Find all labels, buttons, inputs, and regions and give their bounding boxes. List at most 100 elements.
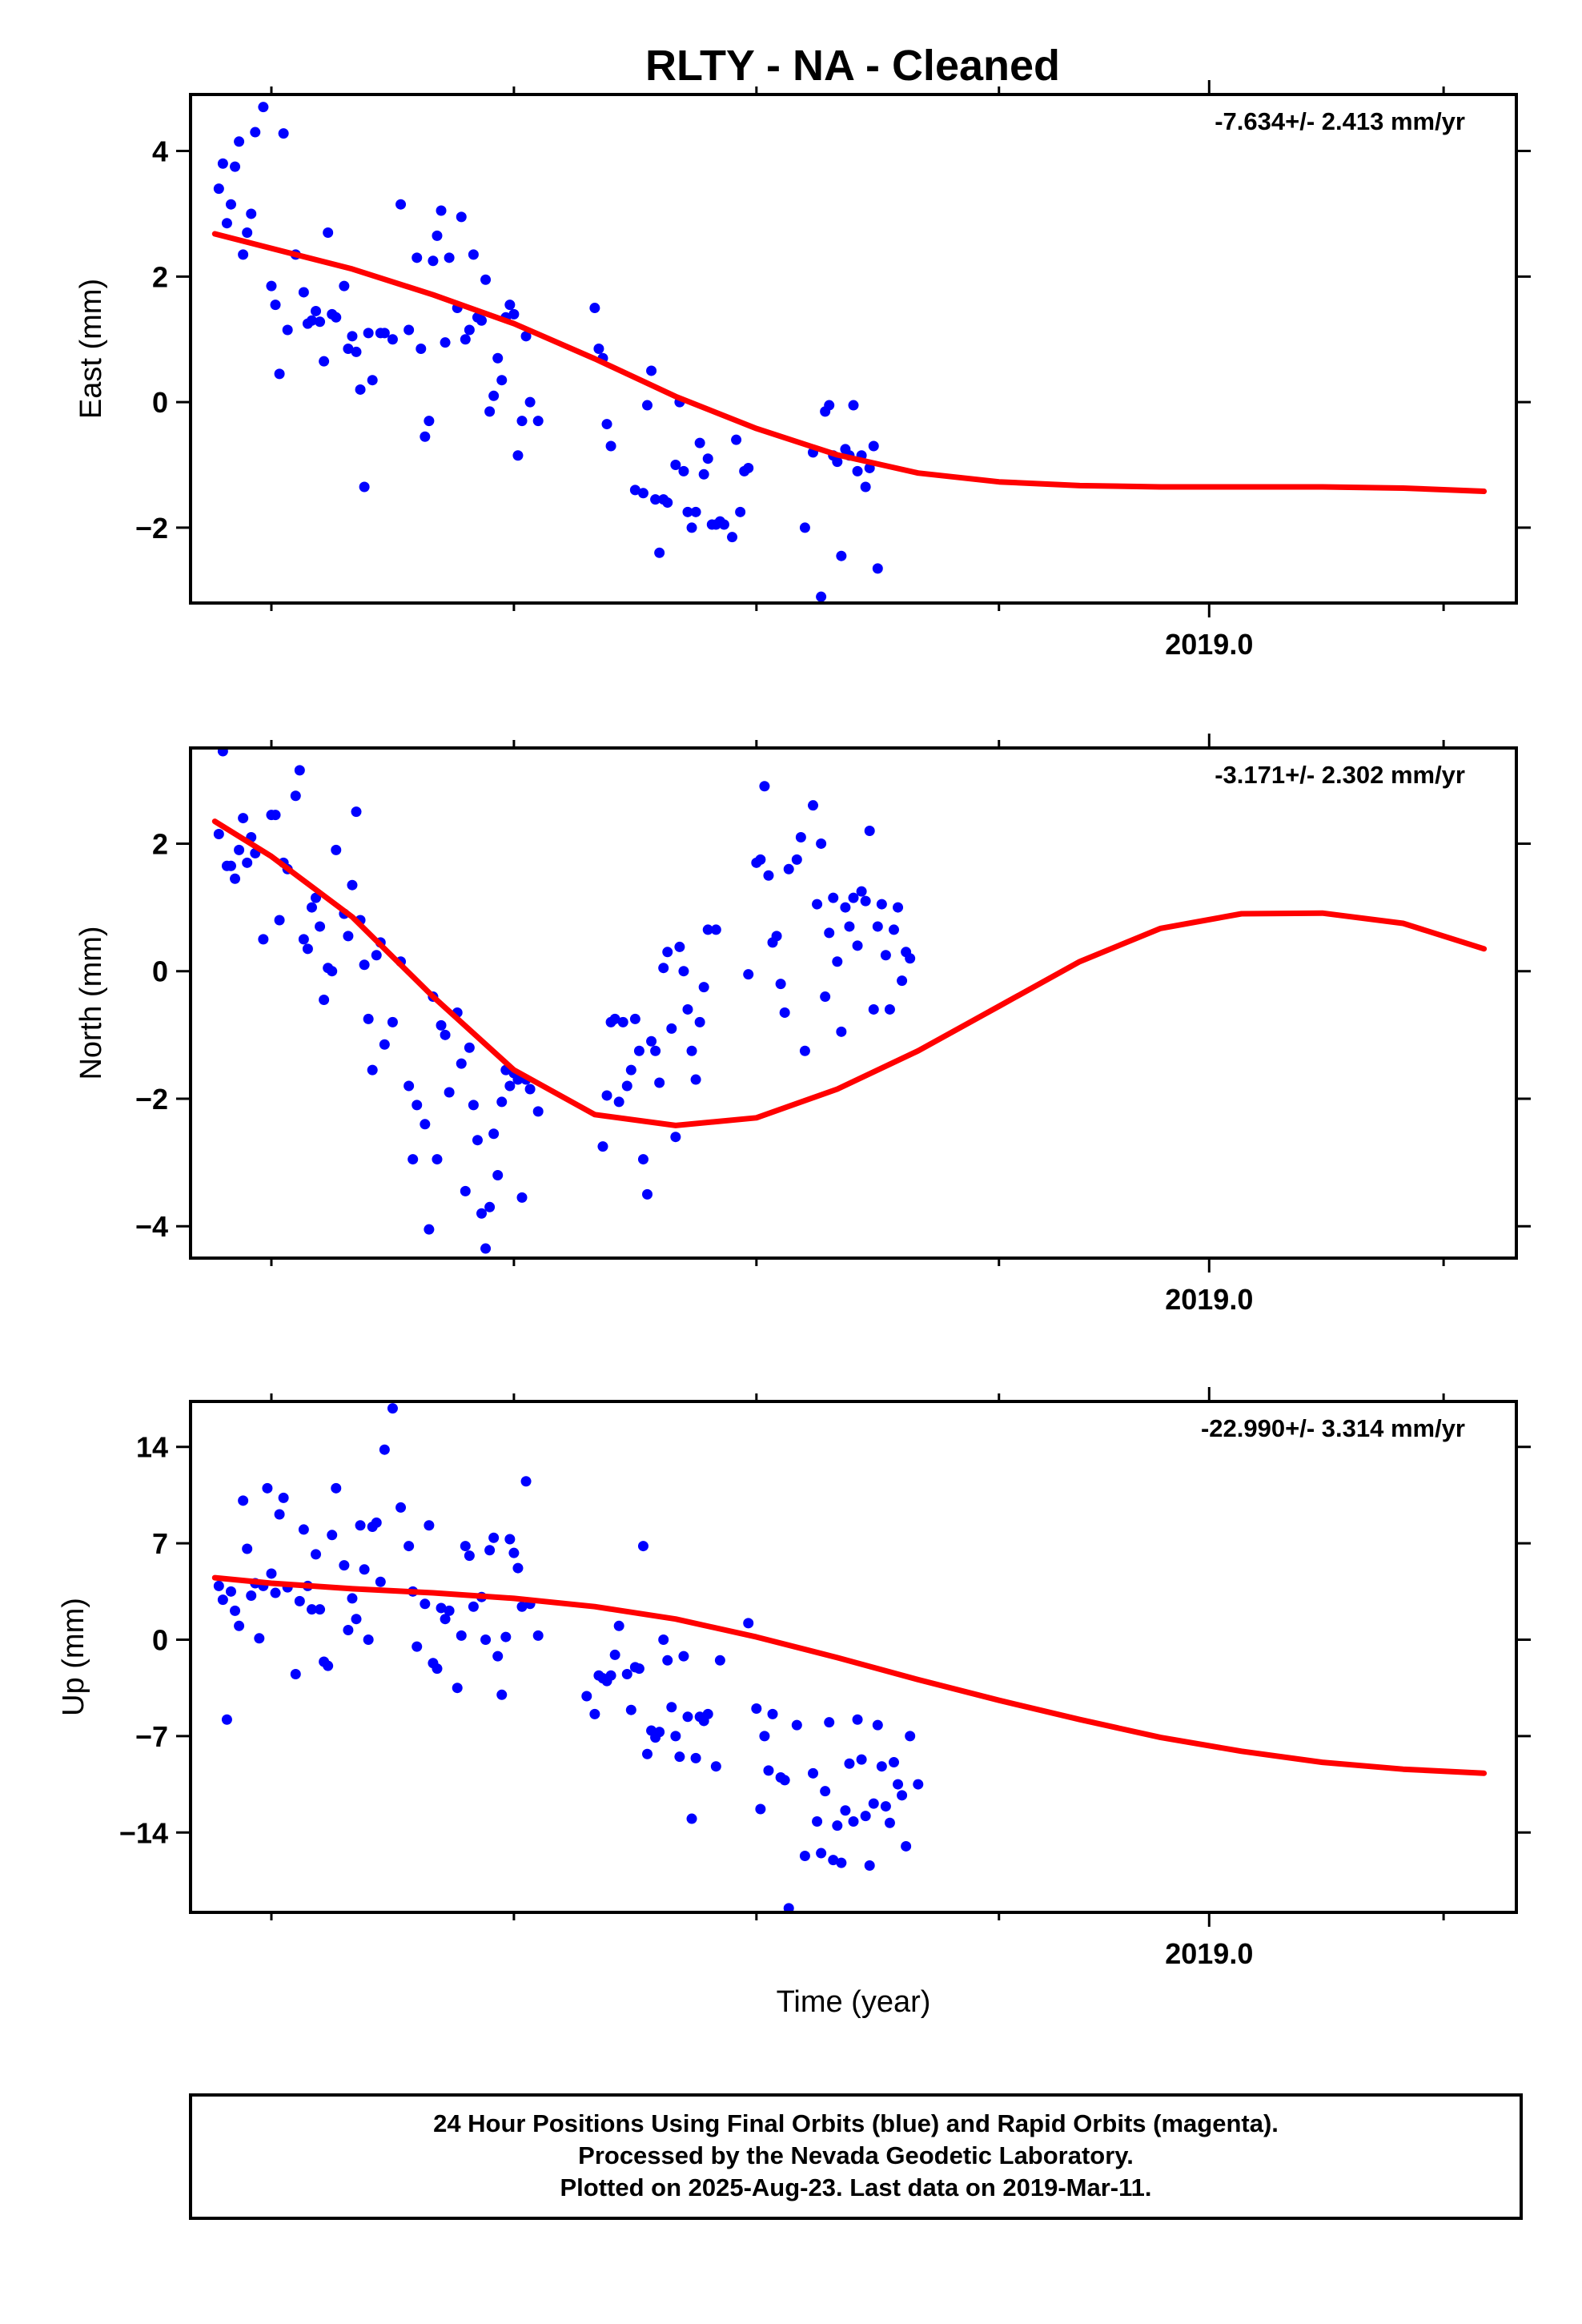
- data-point-north: [690, 1074, 701, 1085]
- data-point-up: [436, 1602, 447, 1614]
- data-point-east: [213, 183, 224, 195]
- data-point-up: [791, 1719, 802, 1731]
- data-point-east: [492, 352, 504, 364]
- data-point-east: [351, 346, 362, 357]
- data-point-north: [238, 813, 249, 824]
- data-point-north: [367, 1064, 378, 1076]
- data-point-up: [230, 1605, 241, 1616]
- data-point-up: [492, 1651, 504, 1662]
- data-point-east: [242, 227, 253, 238]
- data-point-north: [799, 1045, 810, 1056]
- plot-frame-north: [189, 746, 1518, 1260]
- data-point-north: [516, 1192, 528, 1203]
- data-point-east: [424, 416, 435, 427]
- data-point-east: [278, 128, 289, 139]
- data-point-north: [351, 806, 362, 818]
- data-point-up: [901, 1840, 912, 1852]
- data-point-east: [355, 384, 366, 395]
- data-point-east: [315, 316, 326, 328]
- data-point-north: [872, 921, 883, 932]
- data-point-east: [682, 506, 693, 517]
- data-point-north: [820, 991, 831, 1003]
- data-point-north: [674, 941, 685, 952]
- data-point-north: [905, 953, 916, 964]
- data-point-north: [808, 800, 819, 811]
- chart-title: RLTY - NA - Cleaned: [645, 42, 1060, 90]
- data-point-up: [763, 1765, 774, 1776]
- data-point-up: [460, 1541, 471, 1552]
- data-point-up: [888, 1757, 899, 1768]
- data-point-east: [476, 315, 488, 326]
- data-point-up: [221, 1714, 232, 1725]
- data-point-east: [347, 331, 358, 342]
- data-point-north: [654, 1077, 665, 1088]
- data-point-east: [508, 308, 520, 320]
- data-point-east: [234, 136, 245, 147]
- data-point-east: [702, 453, 713, 464]
- data-point-up: [832, 1820, 843, 1831]
- data-point-east: [432, 230, 443, 241]
- data-point-north: [294, 765, 305, 776]
- data-point-east: [258, 102, 269, 113]
- data-point-north: [379, 1039, 390, 1050]
- data-point-east: [367, 375, 378, 386]
- data-point-up: [298, 1524, 309, 1535]
- data-point-east: [852, 465, 863, 476]
- data-point-up: [456, 1630, 467, 1641]
- data-point-up: [375, 1576, 386, 1587]
- model-fit-north: [211, 818, 1488, 1128]
- data-point-north: [642, 1188, 653, 1200]
- data-point-north: [387, 1016, 398, 1027]
- data-point-east: [601, 419, 612, 430]
- data-point-up: [331, 1482, 342, 1494]
- data-point-up: [848, 1816, 859, 1827]
- data-point-east: [319, 356, 330, 367]
- data-point-up: [488, 1532, 500, 1543]
- data-point-north: [625, 1064, 636, 1076]
- data-point-up: [355, 1520, 366, 1531]
- data-point-up: [327, 1530, 338, 1541]
- data-point-up: [856, 1754, 867, 1765]
- data-point-up: [444, 1605, 455, 1616]
- data-point-up: [480, 1634, 492, 1646]
- data-point-up: [581, 1691, 592, 1702]
- data-point-east: [516, 416, 528, 427]
- data-point-north: [404, 1080, 415, 1092]
- data-point-north: [327, 966, 338, 977]
- data-point-north: [496, 1096, 508, 1108]
- data-point-east: [512, 450, 524, 461]
- data-point-east: [416, 344, 427, 354]
- data-point-north: [884, 1003, 895, 1015]
- data-point-up: [440, 1614, 451, 1625]
- data-point-up: [347, 1593, 358, 1604]
- data-point-up: [621, 1668, 632, 1679]
- data-point-north: [347, 879, 358, 891]
- data-point-north: [504, 1080, 516, 1092]
- data-point-up: [812, 1816, 823, 1827]
- y-tick-label-east-1: 2: [152, 260, 168, 293]
- data-point-north: [702, 924, 713, 935]
- data-point-east: [396, 199, 407, 210]
- data-point-north: [763, 870, 774, 881]
- y-axis-label-north: North (mm): [74, 926, 108, 1080]
- data-point-east: [331, 312, 342, 323]
- data-point-north: [666, 1023, 677, 1034]
- data-point-up: [836, 1857, 847, 1868]
- data-point-east: [593, 344, 604, 354]
- data-point-east: [824, 400, 835, 411]
- data-point-up: [755, 1803, 766, 1815]
- data-point-north: [698, 982, 709, 993]
- data-point-up: [625, 1704, 636, 1715]
- data-point-east: [646, 365, 657, 376]
- data-point-east: [637, 488, 648, 499]
- data-point-north: [274, 915, 285, 926]
- data-point-up: [234, 1620, 245, 1631]
- x-axis-label: Time (year): [777, 1985, 931, 2019]
- data-point-up: [225, 1586, 236, 1597]
- data-point-up: [359, 1564, 370, 1575]
- data-point-north: [290, 790, 301, 802]
- x-tick-label-north: 2019.0: [1165, 1283, 1253, 1316]
- data-point-up: [743, 1618, 754, 1629]
- data-point-up: [852, 1714, 863, 1725]
